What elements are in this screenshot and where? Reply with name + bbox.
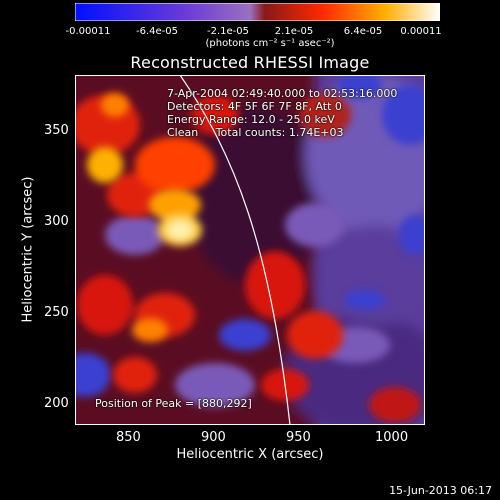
colorbar-gradient: [74, 2, 441, 22]
colorbar-tick-label: -6.4e-05: [136, 26, 178, 37]
colorbar-tick-label: 2.1e-05: [274, 26, 314, 37]
solar-limb: [179, 75, 291, 425]
y-axis-label: Heliocentric Y (arcsec): [20, 176, 36, 323]
colorbar-tick-label: -2.1e-05: [207, 26, 249, 37]
colorbar: [74, 2, 441, 22]
y-tick-label: 350: [44, 123, 69, 138]
x-axis-label: Heliocentric X (arcsec): [176, 447, 324, 462]
detectors: Detectors: 4F 5F 6F 7F 8F, Att 0: [167, 100, 342, 113]
clean-counts: Clean Total counts: 1.74E+03: [167, 126, 344, 139]
x-tick-label: 900: [201, 430, 226, 445]
peak-position: Position of Peak = [880,292]: [95, 397, 252, 410]
x-tick-label: 950: [286, 430, 311, 445]
y-tick-label: 200: [44, 396, 69, 411]
footer-date: 15-Jun-2013 06:17: [389, 484, 492, 497]
x-tick-label: 850: [116, 430, 141, 445]
y-tick-label: 300: [44, 214, 69, 229]
rhessi-image: 7-Apr-2004 02:49:40.000 to 02:53:16.000 …: [75, 75, 425, 425]
colorbar-tick-label: 6.4e-05: [343, 26, 383, 37]
time-range: 7-Apr-2004 02:49:40.000 to 02:53:16.000: [167, 87, 398, 100]
x-tick-label: 1000: [375, 430, 409, 445]
colorbar-tick-label: 0.00011: [400, 26, 442, 37]
y-tick-label: 250: [44, 305, 69, 320]
plot-title: Reconstructed RHESSI Image: [130, 53, 370, 72]
colorbar-units: (photons cm⁻² s⁻¹ asec⁻²): [205, 38, 335, 49]
image-canvas: [75, 75, 425, 425]
colorbar-tick-label: -0.00011: [65, 26, 111, 37]
energy-range: Energy Range: 12.0 - 25.0 keV: [167, 113, 335, 126]
